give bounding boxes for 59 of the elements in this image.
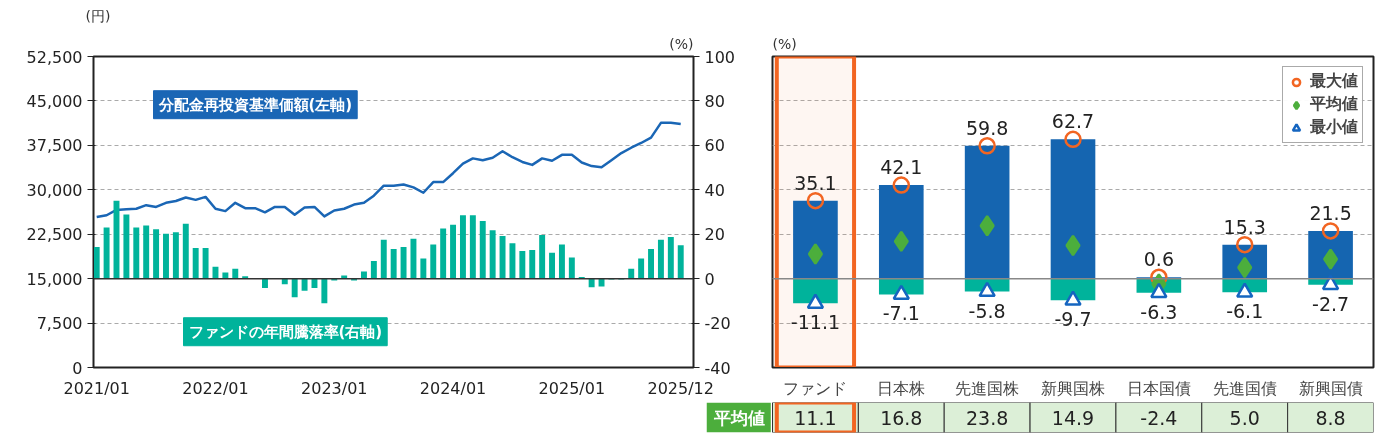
y2-axis-title: (%): [669, 35, 694, 52]
data-label: -7.1: [882, 302, 920, 325]
y2-tick-label: 0: [704, 269, 715, 289]
data-label: 23.8: [965, 406, 1009, 429]
x-tick-label: 新興国債: [1298, 378, 1363, 398]
data-label: 21.5: [1309, 201, 1352, 224]
y2-tick-label: 80: [704, 91, 725, 111]
data-label: -6.1: [1226, 300, 1264, 323]
x-tick-label: 2023/01: [301, 378, 368, 398]
data-label: -2.7: [1312, 292, 1350, 315]
y-tick-label: 52,500: [26, 47, 83, 67]
data-label: 14.9: [1051, 406, 1095, 429]
x-tick-label: 2024/01: [419, 378, 487, 398]
y2-tick-label: -40: [704, 358, 731, 378]
y-tick-label: 37,500: [26, 136, 83, 156]
data-label: 11.1: [794, 406, 837, 429]
y-tick-label: 7,500: [36, 314, 83, 334]
y2-tick-label: 40: [704, 180, 725, 200]
y-tick-label: 0: [72, 358, 83, 378]
data-label: 5.0: [1229, 406, 1260, 429]
data-label: 0.6: [1143, 248, 1174, 271]
data-label: -11.1: [790, 311, 841, 334]
data-label: -9.7: [1054, 308, 1092, 331]
legend-label: 最小値: [1310, 117, 1358, 138]
data-label: 15.3: [1223, 215, 1266, 238]
y-tick-label: 45,000: [26, 91, 83, 111]
x-tick-label: 先進国債: [1212, 378, 1277, 398]
x-tick-label: ファンド: [783, 378, 848, 398]
x-tick-label: 日本国債: [1126, 378, 1191, 398]
data-label: -5.8: [968, 299, 1006, 322]
y-tick-label: 15,000: [26, 269, 83, 289]
y2-tick-label: 60: [704, 136, 725, 156]
data-label: 16.8: [880, 406, 923, 429]
y-axis-title: (円): [85, 7, 111, 24]
y-tick-label: 22,500: [26, 225, 83, 245]
y-tick-label: 30,000: [26, 180, 83, 200]
text: 平均値: [713, 407, 765, 428]
legend-label: 平均値: [1310, 94, 1358, 115]
x-tick-label: 新興国株: [1041, 378, 1105, 398]
data-label: 62.7: [1051, 110, 1095, 133]
x-tick-label: 日本株: [877, 378, 926, 398]
y2-tick-label: 20: [704, 225, 725, 245]
x-tick-label: 2022/01: [182, 378, 249, 398]
data-label: -2.4: [1140, 406, 1178, 429]
data-label: 35.1: [794, 171, 837, 194]
data-label: 59.8: [965, 116, 1009, 139]
y2-tick-label: 100: [704, 47, 736, 67]
legend-label: 最大値: [1310, 71, 1358, 92]
x-tick-label: 2021/01: [63, 378, 130, 398]
y-axis-title: (%): [772, 35, 797, 52]
x-tick-label: 先進国株: [955, 378, 1020, 398]
x-tick-label: 2025/01: [538, 378, 606, 398]
text: 分配金再投資基準価額(左軸): [157, 95, 353, 114]
x-tick-label: 2025/12: [647, 378, 714, 398]
data-label: 42.1: [880, 156, 923, 179]
y2-tick-label: -20: [704, 314, 731, 334]
text: ファンドの年間騰落率(右軸): [188, 322, 383, 341]
data-label: -6.3: [1140, 300, 1178, 323]
data-label: 8.8: [1315, 406, 1346, 429]
